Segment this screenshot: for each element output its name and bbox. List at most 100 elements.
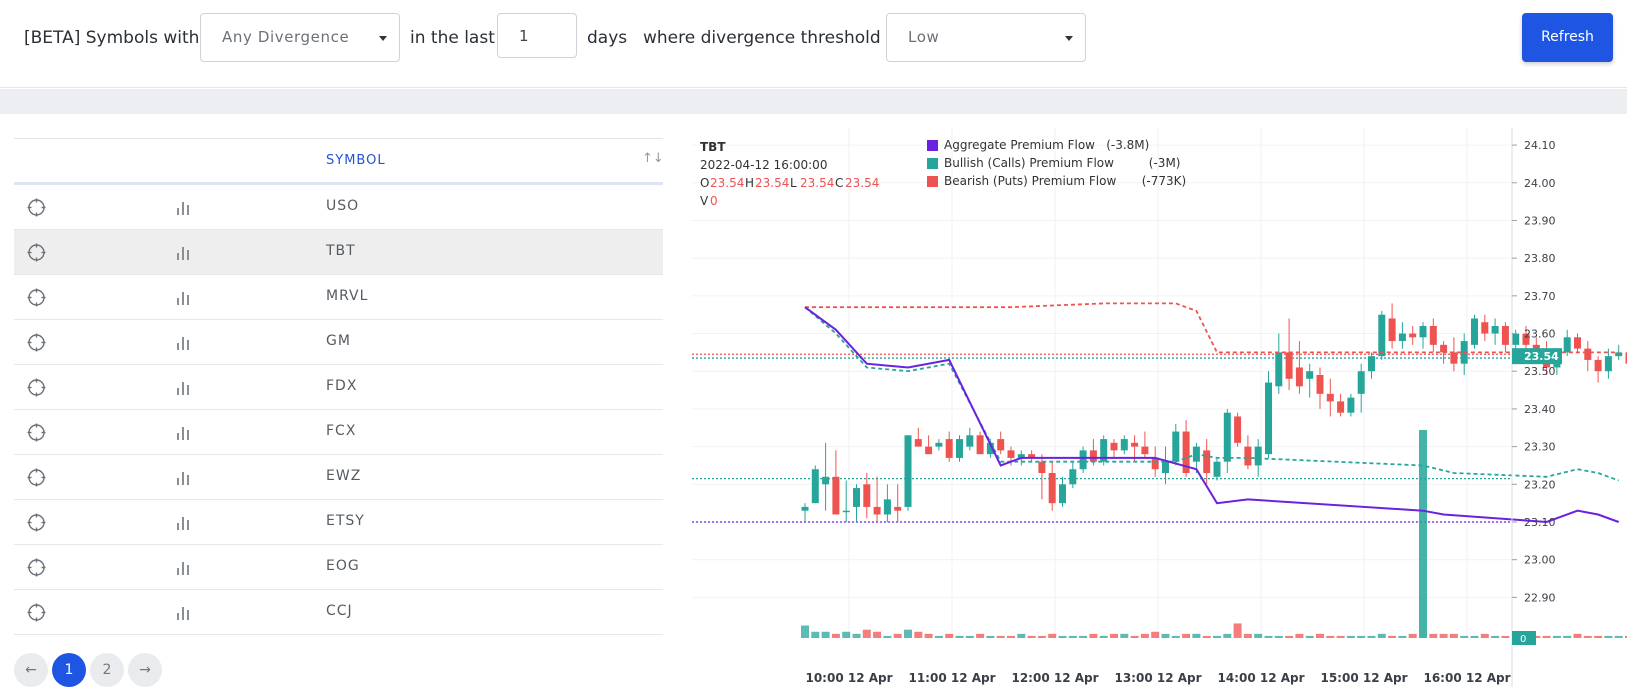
table-row[interactable]: CCJ (14, 590, 663, 635)
y-tick-label: 23.60 (1524, 328, 1556, 341)
candle-body (904, 435, 912, 507)
symbol-column-header[interactable]: SYMBOL (326, 153, 386, 168)
volume-bar (934, 635, 943, 638)
divergence-select[interactable]: Any Divergence (200, 13, 400, 62)
volume-bar (1233, 623, 1242, 638)
filter-prefix-label: [BETA] Symbols with (24, 28, 200, 48)
threshold-select[interactable]: Low (886, 13, 1086, 62)
volume-bar (1583, 635, 1592, 638)
volume-bar (1377, 633, 1386, 638)
legend-swatch (927, 158, 938, 169)
volume-bar (1357, 635, 1366, 638)
prev-page-button[interactable]: ← (14, 653, 48, 687)
candle-body (1388, 318, 1396, 342)
filter-bar: [BETA] Symbols with Any Divergence in th… (0, 0, 1627, 88)
volume-bar (883, 635, 892, 638)
legend-value: (-773K) (1142, 174, 1186, 188)
candle-body (1254, 446, 1262, 466)
bar-chart-icon[interactable] (176, 380, 190, 395)
bar-chart-icon[interactable] (176, 560, 190, 575)
price-chart[interactable]: 24.10 24.00 23.90 23.80 23.70 23.60 23.50 23.40… (692, 128, 1627, 687)
candle-body (801, 506, 809, 511)
crosshair-icon[interactable] (27, 468, 46, 487)
days-input[interactable]: 1 (497, 13, 577, 58)
candle-body (1481, 322, 1489, 334)
y-tick-label: 23.40 (1524, 403, 1556, 416)
next-page-button[interactable]: → (128, 653, 162, 687)
candle-body (1203, 450, 1211, 473)
y-tick-label: 24.10 (1524, 139, 1556, 152)
table-row[interactable]: EOG (14, 545, 663, 590)
bar-chart-icon[interactable] (176, 515, 190, 530)
table-row[interactable]: FDX (14, 365, 663, 410)
volume-bar (1295, 633, 1304, 638)
crosshair-icon[interactable] (27, 513, 46, 532)
symbol-cell: USO (326, 198, 360, 214)
candle-body (1357, 371, 1365, 394)
candle-body (1059, 484, 1066, 504)
chevron-down-icon (1065, 36, 1073, 41)
table-row[interactable]: GM (14, 320, 663, 365)
candle-body (1532, 344, 1540, 349)
bar-chart-icon[interactable] (176, 425, 190, 440)
candle-body (1265, 382, 1272, 455)
volume-bar (1079, 635, 1088, 638)
crosshair-icon[interactable] (27, 603, 46, 622)
legend-label: Bullish (Calls) Premium Flow (944, 156, 1114, 170)
bar-chart-icon[interactable] (176, 470, 190, 485)
bar-chart-icon[interactable] (176, 335, 190, 350)
candle-body (1017, 454, 1025, 458)
table-row[interactable]: TBT (14, 230, 663, 275)
table-row[interactable]: USO (14, 185, 663, 230)
bar-chart-icon[interactable] (176, 605, 190, 620)
symbol-cell: EWZ (326, 468, 362, 484)
candle-body (1172, 431, 1180, 462)
page-1-button[interactable]: 1 (52, 653, 86, 687)
volume-bar (821, 631, 830, 638)
crosshair-icon[interactable] (27, 243, 46, 262)
crosshair-icon[interactable] (27, 333, 46, 352)
page-2-button[interactable]: 2 (90, 653, 124, 687)
bar-chart-icon[interactable] (176, 245, 190, 260)
volume-bar (1625, 635, 1627, 638)
ohlc-h-value: 23.54 (755, 176, 789, 190)
ohlc-l-value: 23.54 (800, 176, 834, 190)
table-row[interactable]: EWZ (14, 455, 663, 500)
candle-body (997, 439, 1005, 451)
volume-bar (862, 629, 871, 638)
candle-body (1450, 352, 1458, 364)
crosshair-icon[interactable] (27, 198, 46, 217)
table-row[interactable]: FCX (14, 410, 663, 455)
crosshair-icon[interactable] (27, 423, 46, 442)
refresh-button[interactable]: Refresh (1522, 13, 1613, 62)
candle-body (842, 510, 850, 513)
sort-icon[interactable]: ↑↓ (642, 151, 664, 166)
candle-body (1604, 356, 1612, 372)
crosshair-icon[interactable] (27, 288, 46, 307)
y-tick-label: 23.90 (1524, 214, 1556, 227)
candle-body (863, 484, 871, 507)
candle-body (1347, 397, 1355, 413)
candle-body (883, 499, 891, 515)
volume-bar (1202, 635, 1211, 638)
volume-bar (945, 633, 954, 638)
volume-bar (1285, 635, 1294, 638)
crosshair-icon[interactable] (27, 558, 46, 577)
candle-body (1089, 450, 1097, 462)
bar-chart-icon[interactable] (176, 290, 190, 305)
candle-body (1007, 450, 1015, 458)
bar-chart-icon[interactable] (176, 200, 190, 215)
volume-bar (831, 633, 840, 638)
crosshair-icon[interactable] (27, 378, 46, 397)
symbol-cell: TBT (326, 243, 356, 259)
volume-bar (1346, 635, 1355, 638)
candle-body (1151, 457, 1159, 470)
x-tick-label: 10:00 12 Apr (805, 671, 892, 685)
table-row[interactable]: ETSY (14, 500, 663, 545)
candle-body (1625, 352, 1627, 364)
volume-bar (1264, 635, 1273, 638)
candle-body (1594, 359, 1602, 372)
table-row[interactable]: MRVL (14, 275, 663, 320)
candle-body (1048, 473, 1056, 504)
chart-datetime: 2022-04-12 16:00:00 (700, 158, 827, 172)
